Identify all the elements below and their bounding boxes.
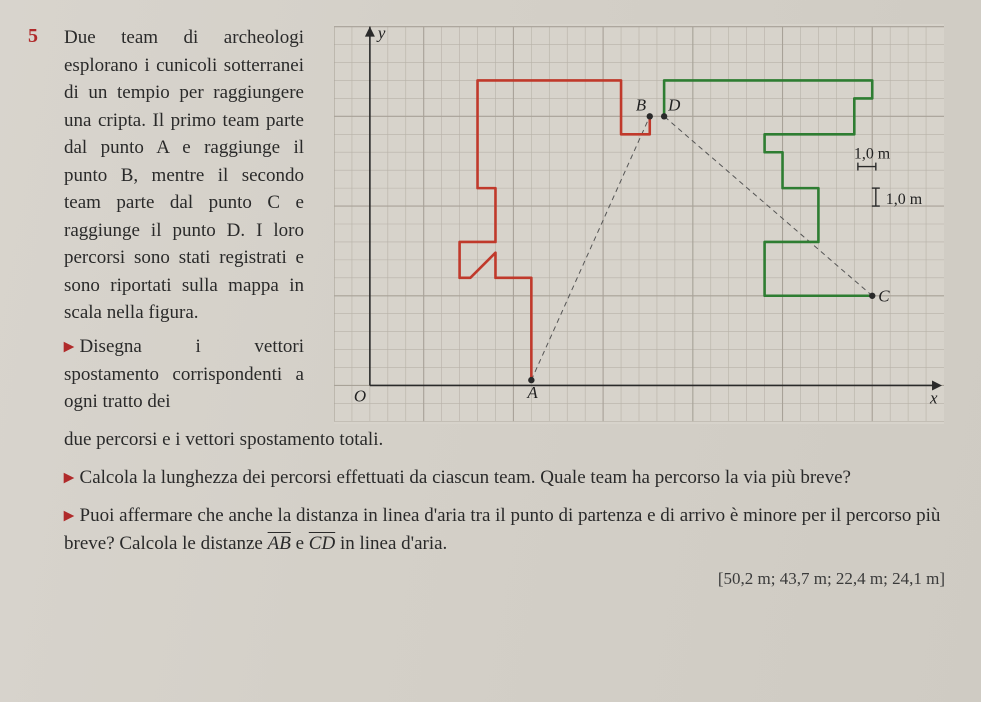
bullet-1-start: ▸Disegna i vettori spostamento corrispon… <box>64 333 304 416</box>
svg-text:B: B <box>635 95 645 114</box>
svg-text:A: A <box>526 383 538 402</box>
intro-row: Due team di archeologi esplorano i cunic… <box>64 24 953 424</box>
bullet-3-text-b: in linea d'aria. <box>335 533 447 554</box>
intro-paragraph: Due team di archeologi esplorano i cunic… <box>64 27 304 323</box>
figure-wrapper: y x O A B D C 1,0 m 1,0 m <box>324 24 953 424</box>
svg-text:x: x <box>929 388 938 407</box>
page: 5 Due team di archeologi esplorano i cun… <box>0 0 981 702</box>
bullet-3: ▸Puoi affermare che anche la distanza in… <box>64 502 953 558</box>
segment-ab: AB <box>268 533 291 554</box>
svg-text:C: C <box>878 287 890 306</box>
figure-svg: y x O A B D C 1,0 m 1,0 m <box>334 24 944 424</box>
exercise-body: Due team di archeologi esplorano i cunic… <box>64 24 953 592</box>
exercise-row: 5 Due team di archeologi esplorano i cun… <box>28 24 953 592</box>
below-figure-text: due percorsi e i vettori spostamento tot… <box>64 426 953 592</box>
bullet-arrow-icon: ▸ <box>64 336 74 357</box>
svg-text:D: D <box>667 95 680 114</box>
segment-cd: CD <box>309 533 335 554</box>
bullet-arrow-icon: ▸ <box>64 467 74 488</box>
svg-text:O: O <box>353 386 365 405</box>
bullet-3-mid: e <box>291 533 309 554</box>
answers: [50,2 m; 43,7 m; 22,4 m; 24,1 m] <box>64 566 953 591</box>
bullet-arrow-icon: ▸ <box>64 505 74 526</box>
svg-text:1,0 m: 1,0 m <box>885 191 922 208</box>
bullet-2: ▸ Calcola la lunghezza dei percorsi effet… <box>64 464 953 492</box>
intro-text-column: Due team di archeologi esplorano i cunic… <box>64 24 304 416</box>
bullet-3-text-a: Puoi affermare che anche la distanza in … <box>64 505 940 554</box>
bullet-1-continuation: due percorsi e i vettori spostamento tot… <box>64 426 953 454</box>
bullet-2-text: Calcola la lunghezza dei percorsi effett… <box>80 467 851 488</box>
svg-text:y: y <box>375 24 385 43</box>
bullet-1-lead: Disegna i vettori spostamento corrispond… <box>64 336 304 412</box>
svg-text:1,0 m: 1,0 m <box>853 146 890 163</box>
exercise-number: 5 <box>28 24 46 48</box>
